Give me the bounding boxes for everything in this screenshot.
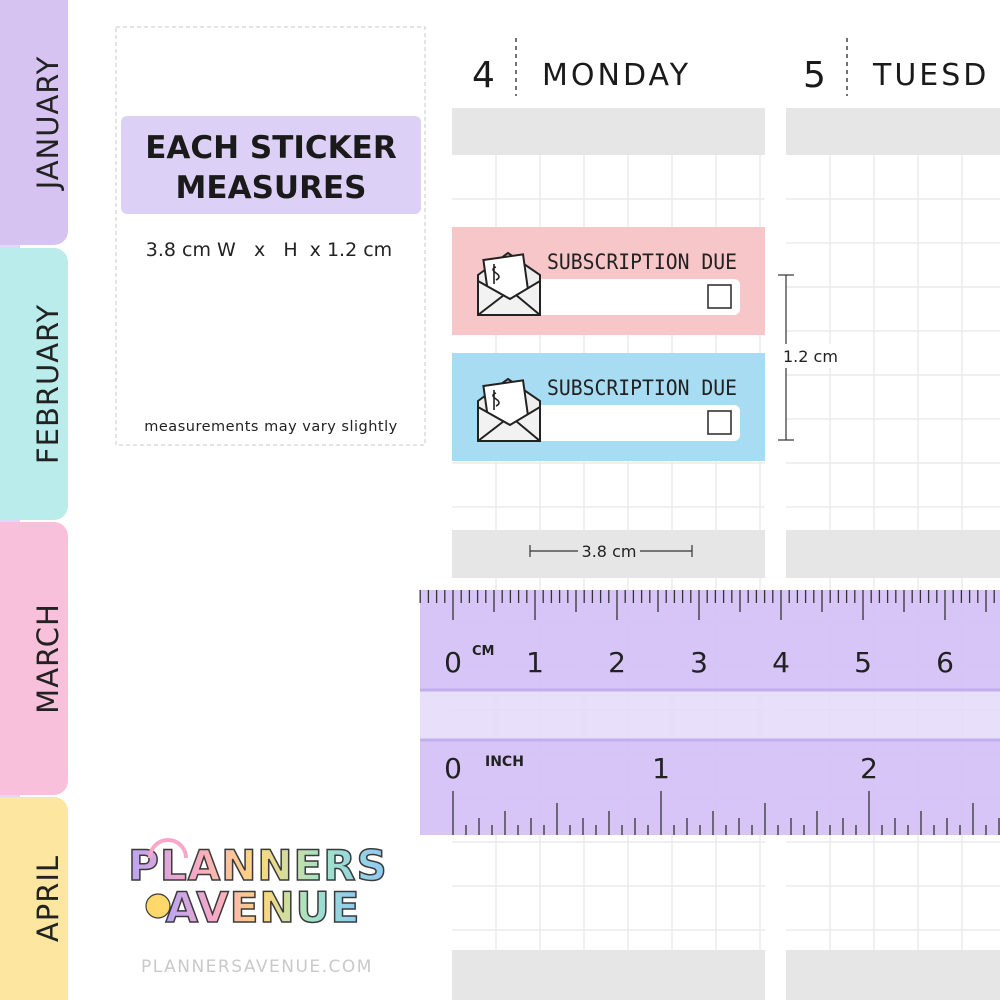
day-number: 5 <box>803 55 826 96</box>
envelope-fold <box>477 420 541 442</box>
month-tab <box>0 522 68 795</box>
gray-band <box>786 530 1000 578</box>
logo-line: PLANNERS <box>128 841 388 890</box>
cm-unit: CM <box>472 644 494 659</box>
sticker-text: SUBSCRIPTION DUE <box>547 250 737 274</box>
envelope-fold <box>477 294 541 316</box>
cm-label: 1 <box>526 646 544 679</box>
envelope-front <box>477 279 541 316</box>
logo-rainbow <box>148 838 188 859</box>
footer-url: PLANNERSAVENUE.COM <box>141 957 373 977</box>
info-title: MEASURES <box>176 170 367 206</box>
envelope-icon <box>477 251 541 316</box>
cm-label: 6 <box>936 646 954 679</box>
header-band <box>452 108 765 155</box>
sticker-text: SUBSCRIPTION DUE <box>547 376 737 400</box>
info-size: 3.8 cm W x H x 1.2 cm <box>146 239 392 261</box>
logo-sun <box>145 893 171 919</box>
width-label-bg <box>578 540 640 562</box>
cm-label: 2 <box>608 646 626 679</box>
info-title: EACH STICKER <box>145 130 397 166</box>
grid-area <box>452 155 765 530</box>
logo-line: AVENUE <box>166 883 361 932</box>
month-tab <box>0 248 68 520</box>
header-band <box>786 108 1000 155</box>
month-tab <box>0 0 68 245</box>
day-number: 4 <box>472 55 495 96</box>
info-title-bg <box>121 116 421 214</box>
checkbox <box>707 410 732 435</box>
envelope-front <box>477 405 541 442</box>
month-label: FEBRUARY <box>31 304 65 464</box>
sticker-field <box>537 405 740 441</box>
month-tab <box>0 797 68 1000</box>
sticker-field <box>537 279 740 315</box>
cm-label: 0 <box>444 646 462 679</box>
ruler-cm-band <box>420 590 1000 690</box>
grid-area <box>786 155 1000 530</box>
checkbox <box>707 284 732 309</box>
day-name: MONDAY <box>542 58 691 93</box>
inch-unit: INCH <box>485 754 524 770</box>
inch-label: 0 <box>444 752 462 785</box>
month-label: APRIL <box>31 855 65 942</box>
day-name: TUESD <box>872 58 989 93</box>
width-label: 3.8 cm <box>582 542 637 561</box>
ruler-inch-band <box>420 740 1000 835</box>
height-label-bg <box>780 344 840 368</box>
month-label: MARCH <box>31 603 65 714</box>
dollar-sign <box>492 390 500 410</box>
cm-label: 4 <box>772 646 790 679</box>
cm-label: 5 <box>854 646 872 679</box>
cm-label: 3 <box>690 646 708 679</box>
inch-label: 2 <box>860 752 878 785</box>
info-note: measurements may vary slightly <box>144 419 397 435</box>
dollar-sign <box>492 264 500 284</box>
info-box <box>115 26 426 446</box>
envelope-icon <box>477 377 541 442</box>
ruler-mid-band <box>420 690 1000 740</box>
gray-band <box>786 950 1000 1000</box>
height-label: 1.2 cm <box>783 347 838 366</box>
gray-band <box>452 950 765 1000</box>
month-label: JANUARY <box>31 56 65 192</box>
inch-label: 1 <box>652 752 670 785</box>
